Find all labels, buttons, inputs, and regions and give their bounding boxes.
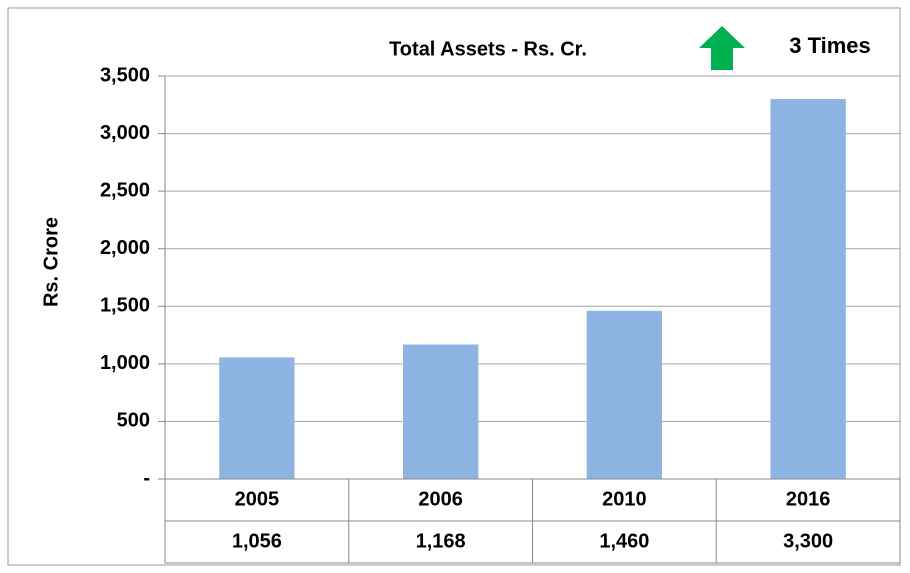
bar [586,310,663,479]
y-tick-label: 3,000 [100,122,150,144]
y-tick-label: 2,000 [100,237,150,259]
y-tick-label: 2,500 [100,179,150,201]
x-tick-label: 2006 [418,488,463,510]
y-tick-label: - [143,467,150,489]
chart-border [7,7,901,566]
bar [770,99,846,480]
y-tick-label: 1,000 [100,352,150,374]
y-axis-label: Rs. Crore [40,217,62,307]
annotation-arrow [699,26,745,70]
annotation: 3 Times [789,33,871,58]
table-value: 3,300 [783,530,833,552]
chart-title: Total Assets - Rs. Cr. [389,38,587,60]
x-tick-label: 2010 [602,488,647,510]
table-value: 1,460 [599,530,649,552]
y-tick-label: 3,500 [100,64,150,86]
x-tick-label: 2016 [786,488,831,510]
bar [219,357,295,479]
bar [402,344,479,479]
x-tick-label: 2005 [235,488,280,510]
y-tick-label: 500 [117,410,150,432]
table-value: 1,056 [232,530,282,552]
table-value: 1,168 [416,530,466,552]
y-tick-label: 1,500 [100,295,150,317]
